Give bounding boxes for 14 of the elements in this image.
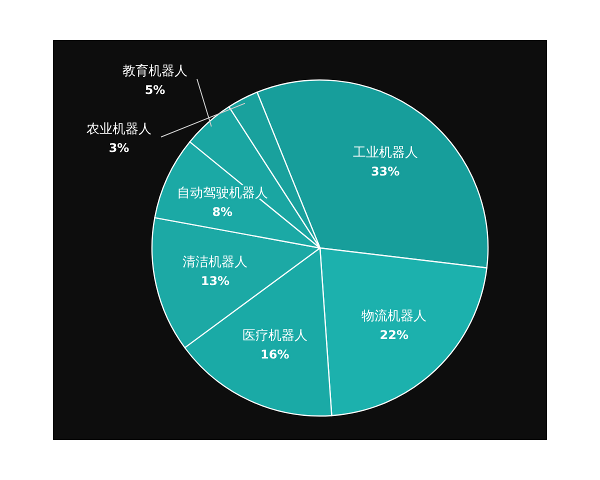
- slice-label: 清洁机器人: [182, 255, 248, 270]
- slice-label: 物流机器人: [362, 308, 427, 324]
- data-label: 5%: [144, 83, 166, 97]
- slice-label: 教育机器人: [122, 63, 188, 79]
- data-label: 13%: [200, 274, 230, 288]
- data-label: 33%: [370, 164, 400, 179]
- data-label: 22%: [380, 328, 409, 342]
- data-label: 16%: [260, 348, 290, 362]
- slice-label: 自动驾驶机器人: [176, 186, 268, 201]
- data-label: 8%: [212, 204, 233, 219]
- slice-label: 工业机器人: [352, 146, 418, 161]
- slice-label: 农业机器人: [86, 122, 152, 137]
- slice-label: 医疗机器人: [242, 328, 308, 344]
- data-label: 3%: [108, 141, 130, 155]
